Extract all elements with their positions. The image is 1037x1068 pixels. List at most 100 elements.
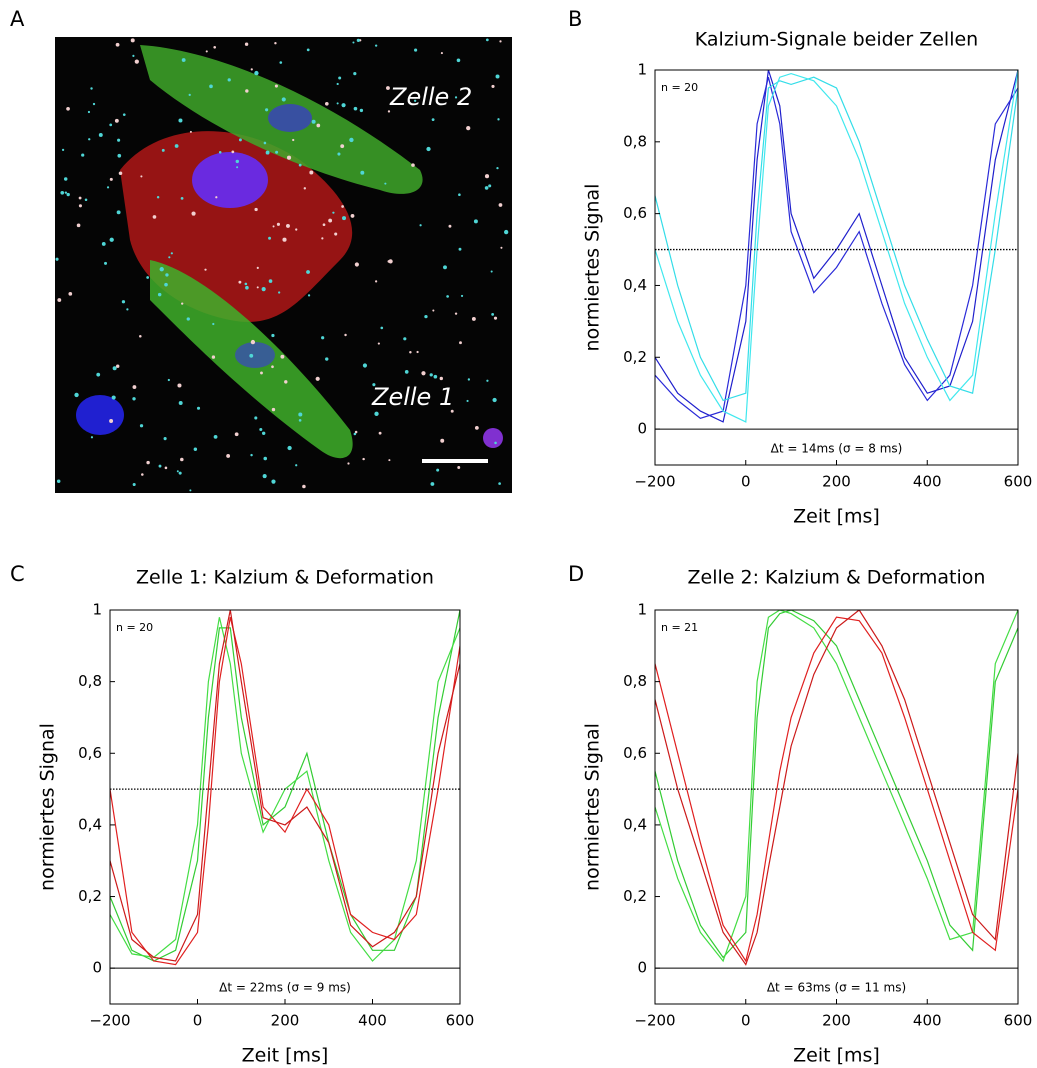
speckle [488,184,492,188]
speckle [226,454,231,458]
speckle [500,246,503,249]
speckle [126,308,129,311]
speckle [249,353,254,358]
speckle [432,309,435,312]
x-tick-label: 200 [271,1012,300,1030]
speckle [263,456,268,461]
speckle [292,138,295,142]
speckle [55,257,59,261]
speckle [209,84,213,89]
speckle [254,207,258,212]
speckle [254,70,259,76]
speckle [109,177,113,181]
speckle [68,291,73,296]
speckle [321,336,325,340]
speckle [74,392,79,398]
speckle [66,106,70,111]
speckle [491,312,495,316]
speckle [356,38,360,42]
speckle [332,211,335,214]
speckle [152,215,157,219]
x-tick-label: −200 [89,1012,130,1030]
speckle [211,355,216,359]
speckle [467,378,471,381]
speckle [139,334,142,338]
nucleus [268,104,312,132]
speckle [109,123,113,127]
y-tick-label: 1 [92,601,102,619]
speckle [130,38,135,43]
speckle [328,218,333,223]
speckle [156,196,160,199]
speckle [360,170,365,175]
x-tick-label: 400 [913,473,942,491]
nucleus [76,395,124,435]
speckle [498,482,501,485]
speckle [271,407,276,412]
signal-trace [655,70,1018,423]
speckle [286,223,290,228]
y-tick-label: 0,2 [78,887,102,905]
speckle [250,339,256,345]
speckle [494,441,497,445]
speckle [101,242,106,246]
speckle [254,416,258,420]
speckle [322,223,326,227]
speckle [439,376,443,381]
speckle [471,316,476,321]
speckle [316,123,321,128]
x-tick-label: 0 [741,473,751,491]
speckle [180,197,184,200]
speckle [378,431,382,435]
speckle [306,270,310,274]
speckle [205,50,208,53]
y-tick-label: 0,8 [623,672,647,690]
speckle [279,61,283,64]
speckle [118,171,123,176]
speckle [181,302,184,305]
speckle [132,397,136,401]
y-tick-label: 0,6 [623,744,647,762]
y-axis-label: normiertes Signal [582,184,604,352]
speckle [499,40,502,43]
speckle [321,237,324,240]
speckle [352,41,355,44]
speckle [76,223,81,228]
x-axis-label: Zeit [ms] [242,1045,329,1067]
speckle [384,182,387,185]
speckle [193,447,198,451]
speckle [325,101,329,106]
signal-trace [655,610,1018,966]
annotation: n = 20 [116,621,153,634]
speckle [139,424,144,428]
panel-letter: C [10,562,25,586]
x-tick-label: 600 [1004,1012,1033,1030]
speckle [157,292,162,297]
speckle [57,298,62,302]
signal-trace [110,617,460,966]
speckle [374,44,378,47]
y-tick-label: 0,2 [623,348,647,366]
annotation: Δt = 63ms (σ = 11 ms) [767,981,906,995]
speckle [164,282,168,287]
speckle [117,153,122,158]
speckle [497,118,500,121]
speckle [256,266,259,269]
speckle [485,38,489,42]
speckle [388,459,391,462]
speckle [111,395,116,400]
nucleus [192,152,268,208]
signal-trace [110,610,460,962]
plot-area [655,610,1018,966]
panel-letter: A [10,7,25,31]
speckle [180,457,184,462]
speckle [354,430,358,434]
speckle [440,52,443,55]
annotation: Δt = 22ms (σ = 9 ms) [219,981,351,995]
speckle [298,163,302,167]
speckle [81,153,85,157]
y-tick-label: 0 [637,959,647,977]
speckle [375,280,378,283]
speckle [458,193,461,197]
speckle [90,87,93,90]
